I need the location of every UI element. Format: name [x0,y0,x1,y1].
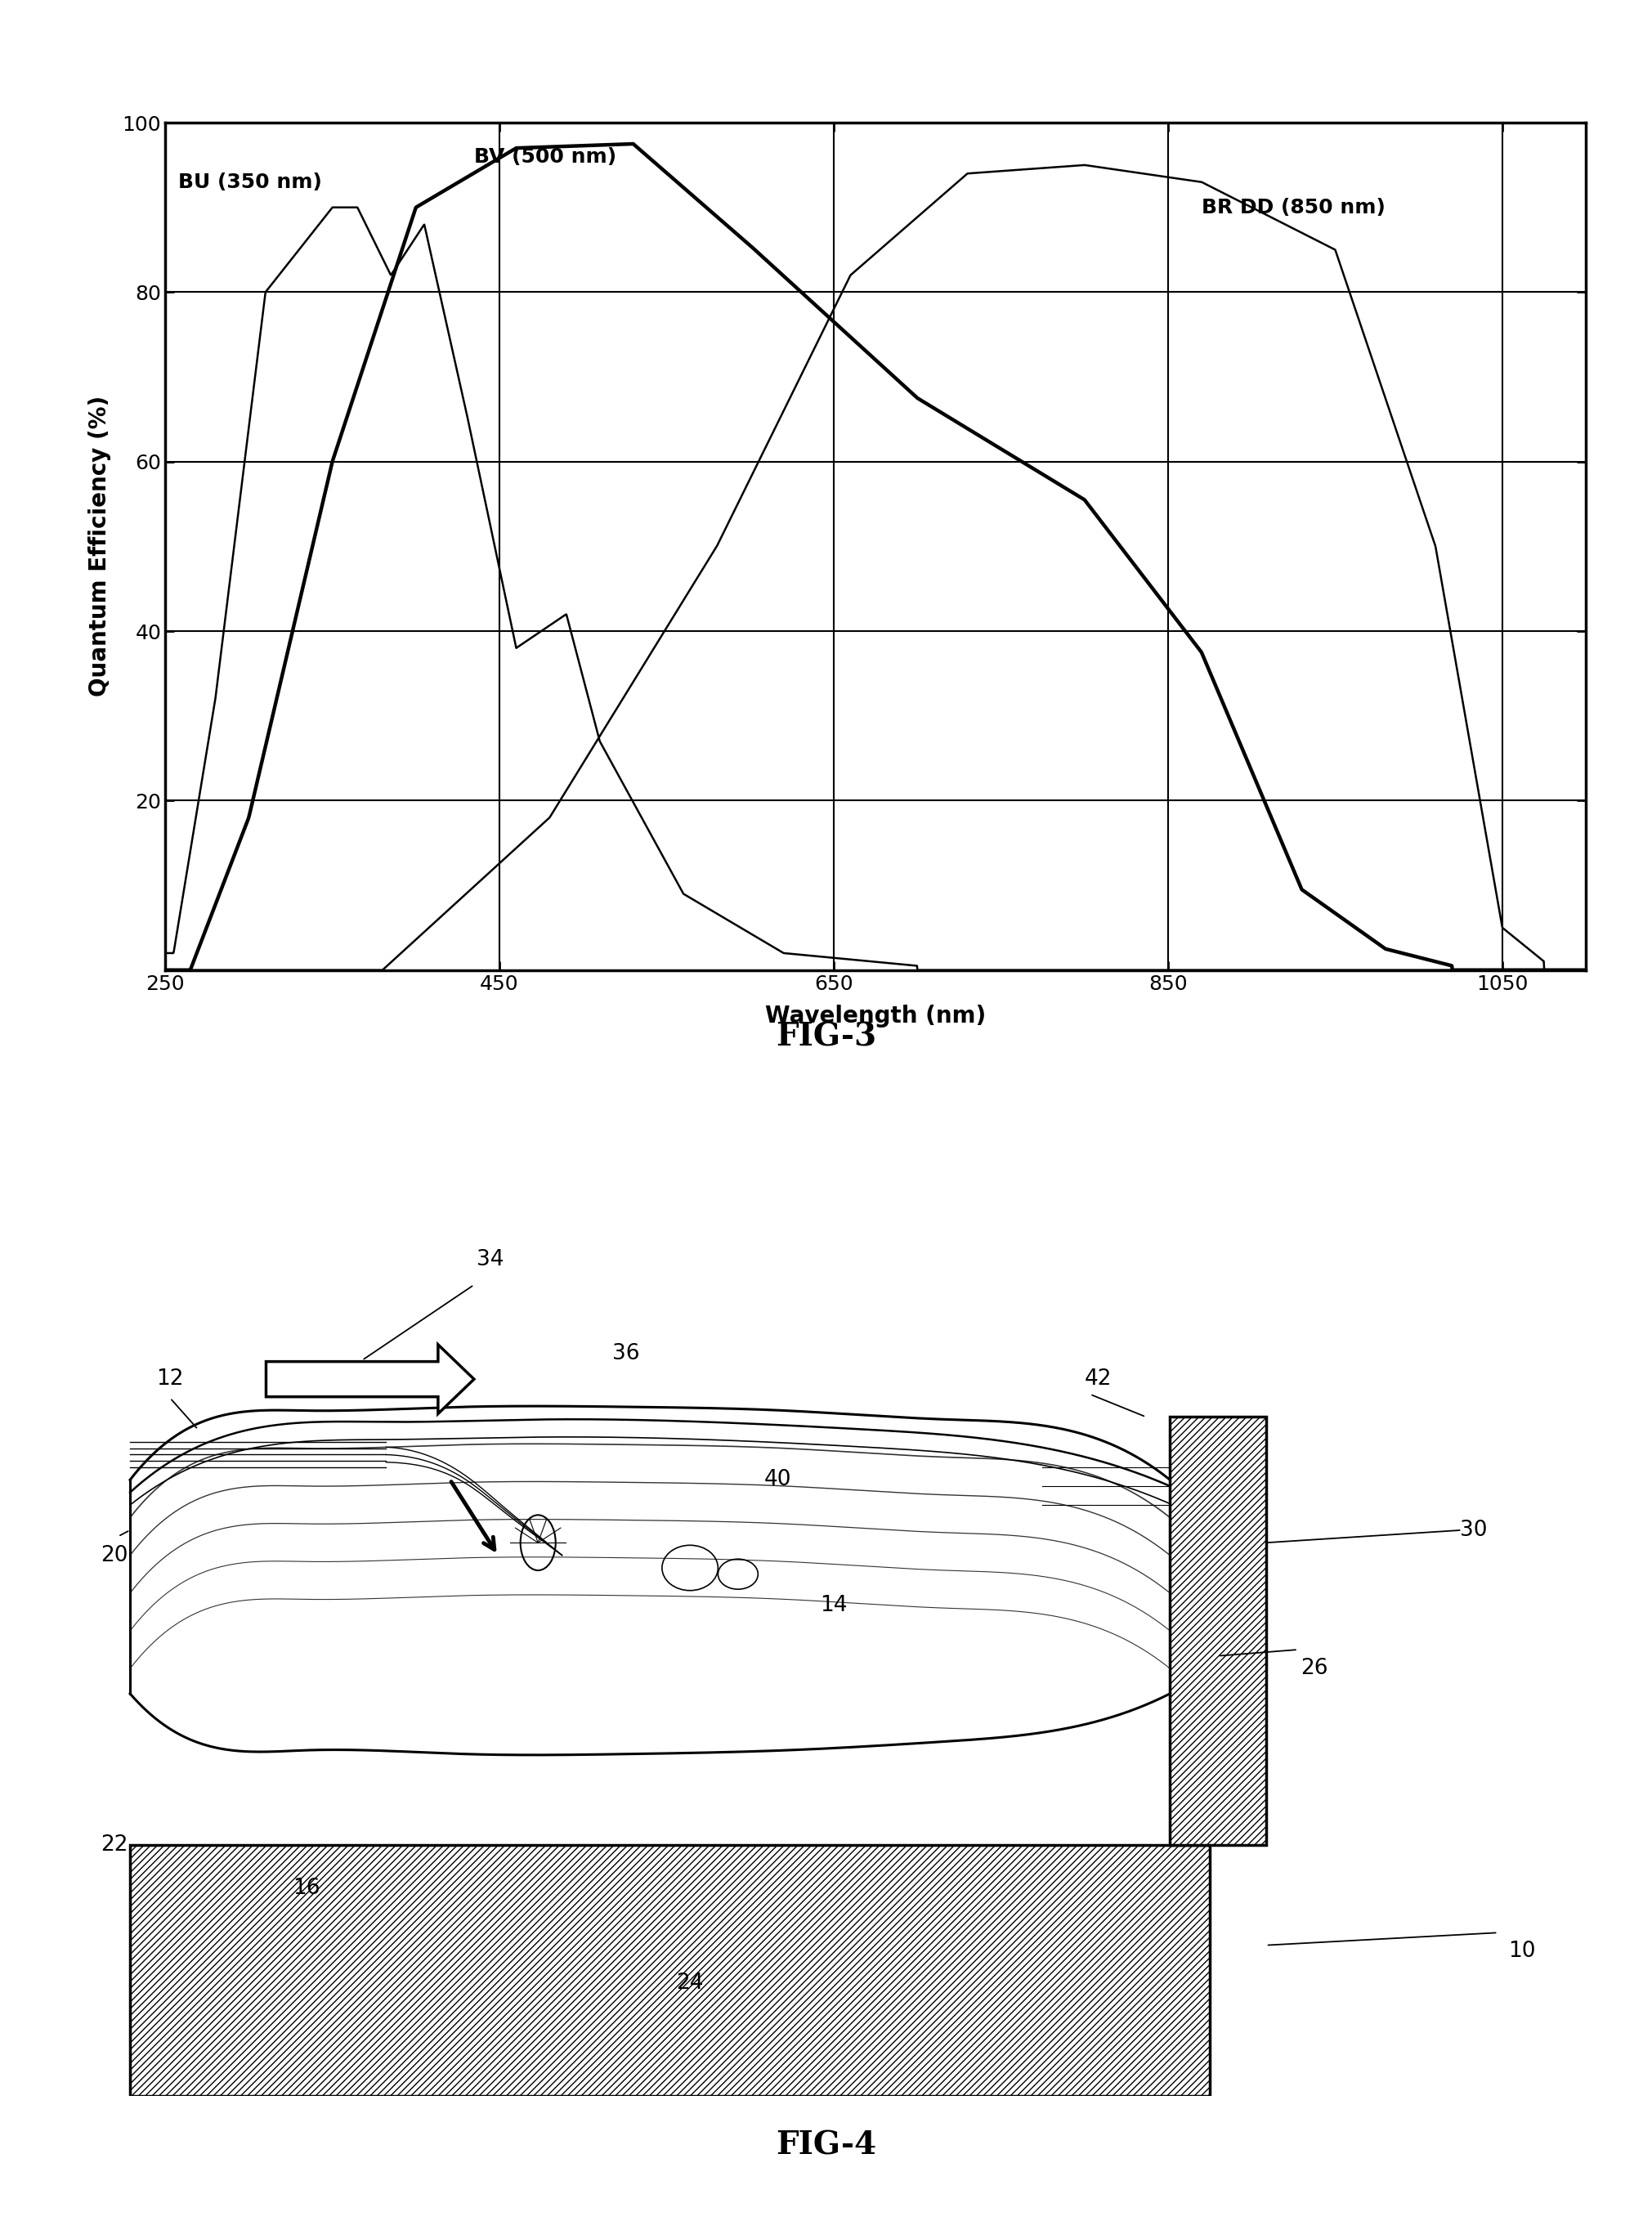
Text: 34: 34 [476,1249,504,1271]
Text: BV (500 nm): BV (500 nm) [474,147,616,167]
Text: 42: 42 [1084,1369,1112,1389]
Text: 26: 26 [1300,1657,1328,1679]
Text: 40: 40 [765,1470,791,1490]
FancyArrow shape [266,1345,474,1414]
Text: BR DD (850 nm): BR DD (850 nm) [1201,198,1386,216]
Text: 22: 22 [101,1833,127,1855]
Text: 36: 36 [613,1342,639,1365]
Text: 10: 10 [1508,1940,1536,1962]
Text: FIG-4: FIG-4 [776,2130,876,2161]
Text: FIG-3: FIG-3 [776,1021,876,1053]
Bar [1170,1416,1265,1844]
Bar [131,1844,1209,2096]
Text: 12: 12 [157,1369,183,1389]
Text: 20: 20 [101,1545,127,1565]
Text: 30: 30 [1460,1519,1487,1541]
Text: 14: 14 [821,1594,847,1617]
Text: BU (350 nm): BU (350 nm) [178,172,322,192]
X-axis label: Wavelength (nm): Wavelength (nm) [765,1006,986,1028]
Y-axis label: Quantum Efficiency (%): Quantum Efficiency (%) [88,397,111,696]
Text: 24: 24 [676,1971,704,1994]
Text: 16: 16 [292,1878,320,1900]
